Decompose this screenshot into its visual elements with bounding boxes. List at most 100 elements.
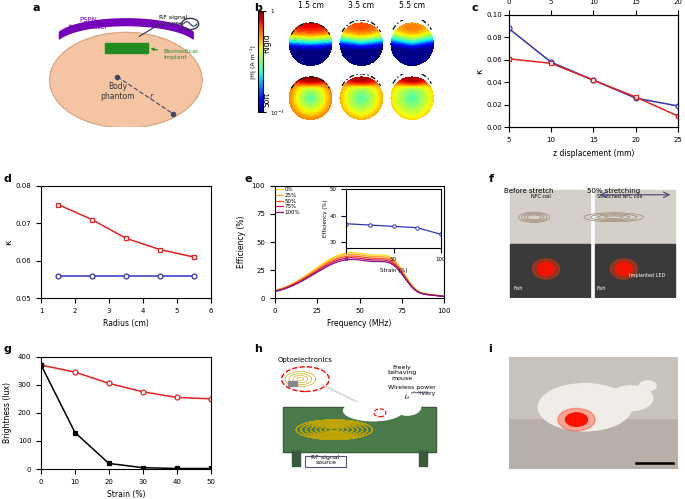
Ellipse shape <box>558 408 595 431</box>
50% <box>316 265 324 271</box>
Text: Implanted LED: Implanted LED <box>629 273 665 278</box>
50% <box>302 274 310 280</box>
50% <box>349 253 357 259</box>
Text: Rigid: Rigid <box>262 33 271 53</box>
Y-axis label: Efficiency (%): Efficiency (%) <box>237 216 246 268</box>
X-axis label: Radius (cm): Radius (cm) <box>103 319 149 328</box>
25% <box>349 251 357 257</box>
Text: PSPN
transmitter: PSPN transmitter <box>69 17 108 30</box>
50% <box>399 271 408 277</box>
0% <box>348 250 356 255</box>
Text: r: r <box>149 92 153 101</box>
Bar <box>292 451 300 466</box>
Ellipse shape <box>410 394 421 401</box>
Text: Fish: Fish <box>597 286 606 291</box>
Text: RF signal
source: RF signal source <box>312 455 340 466</box>
Line: 0%: 0% <box>277 252 445 296</box>
50% <box>440 293 449 299</box>
25% <box>316 264 324 270</box>
Text: Stretched NFC coil: Stretched NFC coil <box>597 194 642 199</box>
0% <box>302 272 310 278</box>
100% <box>385 260 393 266</box>
0% <box>399 269 408 275</box>
Bar <box>288 381 297 386</box>
75% <box>440 293 449 299</box>
Y-axis label: |H| (A m⁻¹): |H| (A m⁻¹) <box>250 45 256 79</box>
25% <box>385 255 393 261</box>
Line: 25%: 25% <box>277 254 445 296</box>
Bar <box>306 456 346 467</box>
Ellipse shape <box>49 32 202 128</box>
Text: NFC coil: NFC coil <box>531 194 551 199</box>
Y-axis label: κ: κ <box>4 240 13 245</box>
Text: g: g <box>4 344 12 354</box>
50% <box>273 287 281 293</box>
Text: Freely
behaving
mouse: Freely behaving mouse <box>387 365 416 381</box>
Ellipse shape <box>609 386 653 411</box>
Bar <box>595 245 675 297</box>
0% <box>349 250 357 255</box>
Ellipse shape <box>538 384 632 431</box>
100% <box>349 256 357 262</box>
Text: Soft: Soft <box>262 92 271 107</box>
0% <box>372 252 380 258</box>
Legend: 0%, 25%, 50%, 75%, 100%: 0%, 25%, 50%, 75%, 100% <box>276 187 300 215</box>
Text: h: h <box>255 344 262 354</box>
Bar <box>284 407 436 452</box>
Text: b: b <box>255 2 262 12</box>
Text: Body
phantom: Body phantom <box>100 82 134 101</box>
25% <box>399 270 408 276</box>
Text: 5.5 cm: 5.5 cm <box>399 1 425 10</box>
100% <box>316 267 324 273</box>
50% <box>348 253 356 259</box>
75% <box>399 272 408 278</box>
75% <box>349 255 357 261</box>
25% <box>302 273 310 279</box>
Bar <box>105 43 148 53</box>
Ellipse shape <box>610 259 638 279</box>
100% <box>372 258 380 264</box>
Y-axis label: Brightness (lux): Brightness (lux) <box>3 382 12 443</box>
Text: e: e <box>245 174 252 184</box>
Text: c: c <box>471 2 478 12</box>
0% <box>273 287 281 293</box>
Ellipse shape <box>615 262 632 276</box>
Bar <box>510 190 590 245</box>
25% <box>372 253 380 259</box>
Text: RF signal
source: RF signal source <box>159 15 188 26</box>
Ellipse shape <box>538 262 554 276</box>
Text: Optoelectronics: Optoelectronics <box>278 357 333 363</box>
Bar <box>510 245 590 297</box>
100% <box>348 256 356 262</box>
X-axis label: Frequency (MHz): Frequency (MHz) <box>327 319 392 328</box>
Line: 100%: 100% <box>277 259 445 296</box>
Ellipse shape <box>639 381 656 391</box>
Text: f: f <box>488 174 493 184</box>
Y-axis label: κ: κ <box>475 68 484 74</box>
Ellipse shape <box>532 259 560 279</box>
Text: 1.5 cm: 1.5 cm <box>297 1 323 10</box>
75% <box>302 275 310 281</box>
50% <box>372 255 380 261</box>
Bar <box>419 451 427 466</box>
Text: 50% stretching: 50% stretching <box>587 188 640 194</box>
100% <box>273 288 281 294</box>
Line: 50%: 50% <box>277 256 445 296</box>
100% <box>302 275 310 281</box>
75% <box>385 258 393 264</box>
100% <box>399 273 408 279</box>
25% <box>348 251 356 257</box>
Line: 75%: 75% <box>277 258 445 296</box>
0% <box>440 293 449 299</box>
Bar <box>284 407 436 452</box>
Text: i: i <box>488 344 492 354</box>
X-axis label: Strain (%): Strain (%) <box>107 491 145 499</box>
0% <box>385 253 393 259</box>
Bar <box>595 190 675 245</box>
Text: Before stretch: Before stretch <box>504 188 553 194</box>
Text: d: d <box>4 174 12 184</box>
100% <box>440 293 449 299</box>
Ellipse shape <box>344 401 403 421</box>
75% <box>273 288 281 294</box>
25% <box>440 293 449 299</box>
